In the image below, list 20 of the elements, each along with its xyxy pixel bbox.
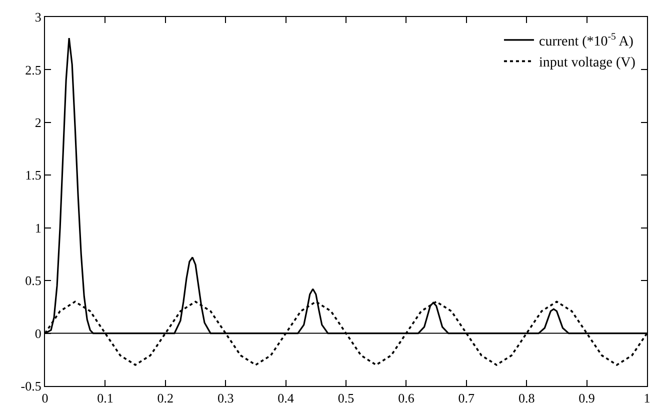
legend-label: current (*10$^{-5}$ A) <box>538 32 634 50</box>
x-tick-label: 0.7 <box>458 390 476 406</box>
x-tick-label: 0.9 <box>578 390 595 406</box>
x-tick-label: 0.6 <box>398 390 415 406</box>
y-tick-label: -0.5 <box>20 378 42 394</box>
y-tick-label: 1.5 <box>25 168 42 183</box>
x-tick-label: 0.1 <box>97 390 114 406</box>
legend-label: input voltage (V) <box>538 56 636 71</box>
x-tick-label: 1 <box>644 390 650 406</box>
x-tick-label: 0.2 <box>157 390 174 406</box>
y-tick-label: 2 <box>34 114 42 130</box>
y-tick-label: 3 <box>34 10 42 25</box>
x-tick-label: 0.5 <box>338 390 354 406</box>
x-tick-label: 0.4 <box>278 390 294 406</box>
y-tick-label: 1 <box>34 220 42 236</box>
x-tick-label: 0.3 <box>217 390 234 406</box>
x-tick-label: 0.8 <box>518 390 535 406</box>
y-tick-label: 0 <box>34 326 42 341</box>
y-tick-label: 2.5 <box>25 62 42 78</box>
y-tick-label: 0.5 <box>25 273 42 288</box>
